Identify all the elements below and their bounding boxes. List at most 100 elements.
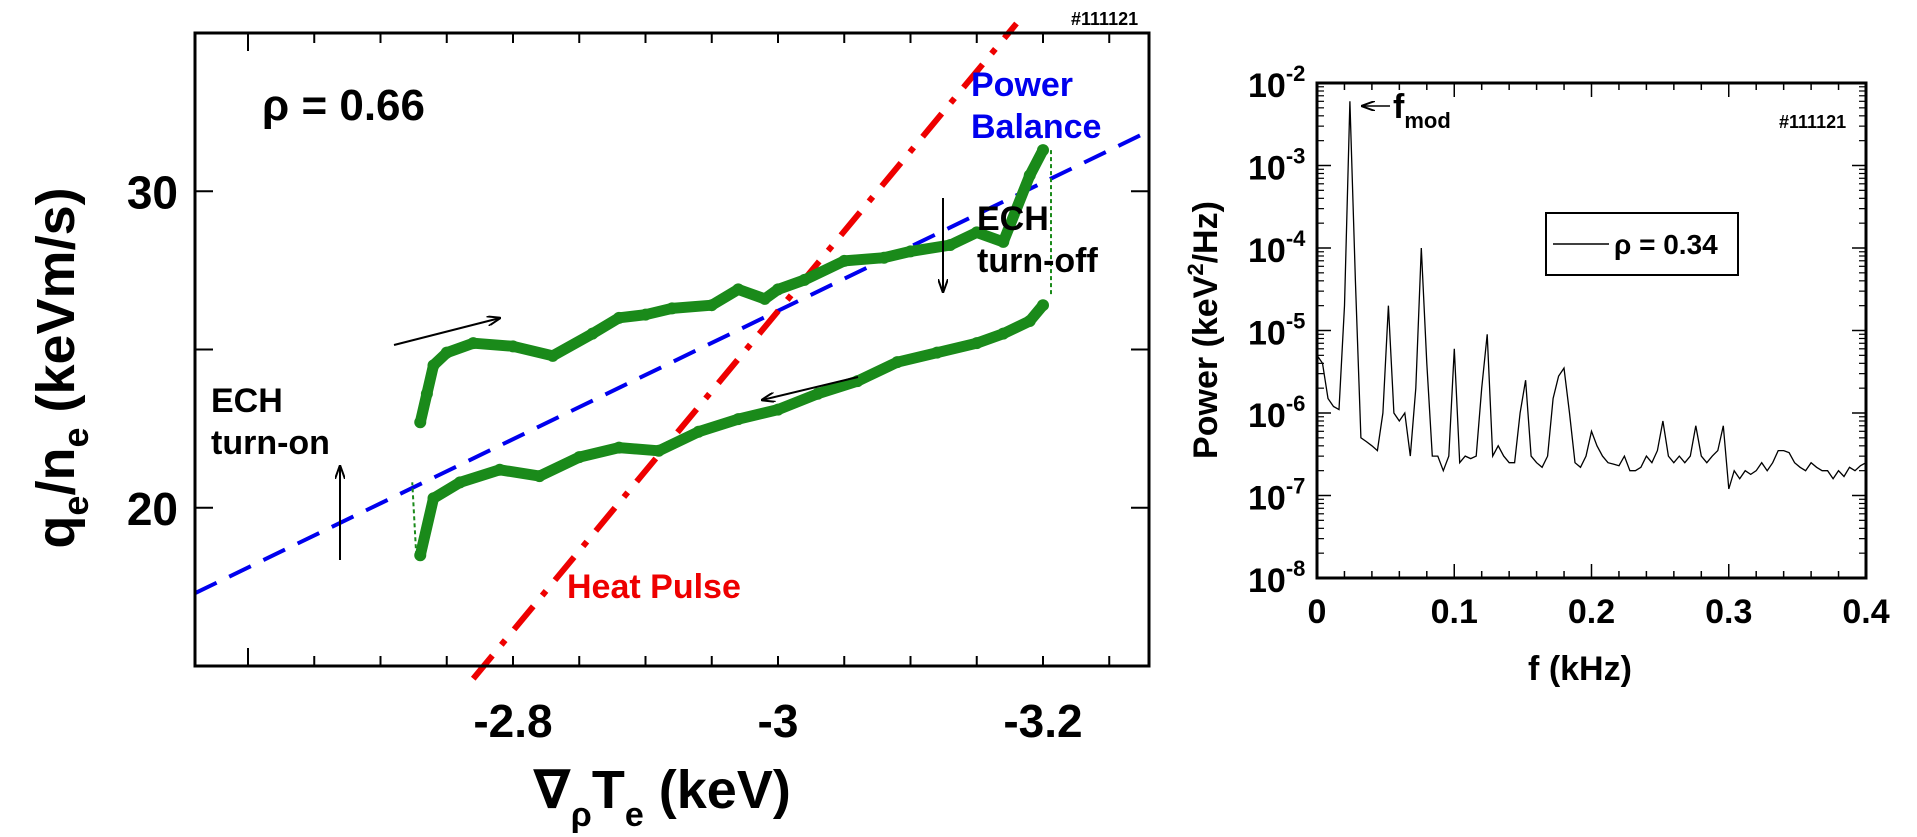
left-x-tick-label: -2.8 (473, 695, 552, 747)
left-y-tick-label: 30 (127, 166, 178, 218)
ech-turn-on-label-2: turn-on (211, 424, 330, 462)
green-data-point (758, 292, 771, 305)
right-x-tick-label: 0.2 (1568, 593, 1615, 631)
y-label-sub1: e (55, 496, 96, 516)
right-chart: 0 0.1 0.2 0.3 0.4 10-8 10-7 10-6 10-5 10-4 10-3 10-… (1183, 61, 1890, 688)
power-balance-line (194, 129, 1150, 596)
turn-on-transition (411, 482, 418, 556)
right-y-tick-label: 10-4 (1248, 226, 1306, 270)
x-label-sub-e: e (625, 796, 644, 834)
right-y-tick-label: 10-8 (1248, 556, 1305, 600)
green-data-point (970, 226, 983, 239)
green-data-point (573, 451, 586, 464)
arrow-upper-right (393, 318, 500, 346)
left-y-tick-label: 20 (127, 483, 178, 535)
right-x-axis-label: f (kHz) (1528, 650, 1632, 688)
green-data-point (1037, 299, 1049, 312)
green-data-point (586, 327, 599, 340)
green-data-point (546, 349, 559, 362)
green-data-point (639, 308, 652, 321)
rho-label-left: ρ = 0.66 (262, 81, 425, 130)
right-y-tick-label: 10-7 (1248, 474, 1305, 518)
green-data-point (931, 346, 943, 359)
green-data-point (533, 470, 546, 483)
y-label-n: /n (26, 448, 86, 496)
green-data-point (414, 549, 427, 562)
green-data-point (944, 239, 957, 252)
left-x-axis-label: ∇ρTe (keV) (533, 760, 791, 834)
right-plot-frame (1315, 81, 1868, 580)
green-data-point (440, 346, 453, 359)
green-data-point (493, 463, 506, 476)
arrow-lower-left (762, 376, 859, 400)
y-label-sub2: e (55, 428, 96, 448)
green-data-point (613, 441, 625, 454)
right-y-axis-label: Power (keV2/Hz) (1183, 201, 1225, 459)
green-data-point (732, 283, 745, 296)
left-plot-area: -2.8 -3 -3.2 20 30 (127, 21, 1151, 747)
right-legend: ρ = 0.34 (1545, 212, 1739, 276)
green-data-point (427, 359, 440, 372)
green-data-point (891, 356, 904, 369)
green-data-point (997, 327, 1010, 340)
green-data-point (427, 492, 440, 505)
y-label-q: q (26, 516, 86, 549)
left-x-tick-label: -3 (758, 695, 799, 747)
green-data-point (732, 413, 745, 426)
x-label-nabla: ∇ (533, 760, 571, 820)
left-shot-label: #111121 (1071, 9, 1138, 29)
green-data-point (467, 337, 480, 350)
green-data-point (1023, 315, 1036, 328)
left-chart: #111121 -2.8 -3 -3.2 20 30 ρ = 0.66 Power Ba… (26, 9, 1151, 834)
green-data-point (613, 311, 625, 324)
green-data-point (997, 235, 1010, 248)
left-ticks: -2.8 -3 -3.2 20 30 (127, 32, 1149, 747)
y-label-unit: (keVm/s) (26, 187, 86, 427)
right-x-tick-label: 0.1 (1431, 593, 1478, 631)
green-data-point (666, 302, 678, 315)
right-x-tick-label: 0.3 (1705, 593, 1752, 631)
green-data-point (454, 476, 466, 489)
right-y-tick-label: 10-5 (1248, 309, 1305, 353)
right-y-label-prefix: Power (keV (1187, 275, 1225, 459)
right-x-tick-label: 0.4 (1842, 593, 1889, 631)
green-data-point (772, 403, 784, 416)
green-data-point (692, 425, 705, 438)
green-data-point (420, 387, 433, 400)
right-y-tick-label: 10-2 (1248, 61, 1305, 105)
green-data-point (705, 299, 718, 312)
right-data-layer (1316, 101, 1867, 490)
green-data-point (1037, 144, 1049, 157)
legend-label: ρ = 0.34 (1614, 229, 1718, 260)
left-x-tick-label: -3.2 (1003, 695, 1082, 747)
right-shot-label: #111121 (1779, 112, 1846, 132)
green-data-point (798, 273, 811, 286)
green-data-point (507, 340, 519, 353)
fmod-label: fmod (1393, 88, 1451, 133)
green-data-point (1023, 169, 1036, 182)
ech-turn-off-label-1: ECH (977, 200, 1049, 238)
right-y-label-sup: 2 (1183, 263, 1208, 275)
green-data-point (811, 387, 824, 400)
heat-pulse-line (470, 21, 1019, 681)
fmod-f: f (1393, 88, 1405, 126)
right-y-label-suffix: /Hz) (1187, 201, 1225, 263)
green-data-point (878, 251, 890, 264)
right-y-tick-label: 10-6 (1248, 391, 1305, 435)
ech-turn-off-label-2: turn-off (977, 242, 1099, 280)
right-x-tick-label: 0 (1308, 593, 1327, 631)
green-data-point (414, 416, 427, 429)
fmod-sub: mod (1404, 108, 1450, 133)
heat-pulse-label: Heat Pulse (567, 568, 741, 606)
green-data-point (838, 254, 851, 267)
x-label-t: T (592, 760, 625, 820)
x-label-unit: (keV) (644, 760, 791, 820)
power-balance-label-1: Power (971, 66, 1073, 104)
green-data-point (772, 283, 784, 296)
green-data-point (904, 245, 917, 258)
right-ticks: 0 0.1 0.2 0.3 0.4 10-8 10-7 10-6 10-5 10-4 10-3 10-… (1248, 61, 1890, 631)
left-data-layer (194, 21, 1150, 681)
x-label-sub-rho: ρ (571, 796, 592, 834)
spectrum-line (1316, 101, 1867, 490)
